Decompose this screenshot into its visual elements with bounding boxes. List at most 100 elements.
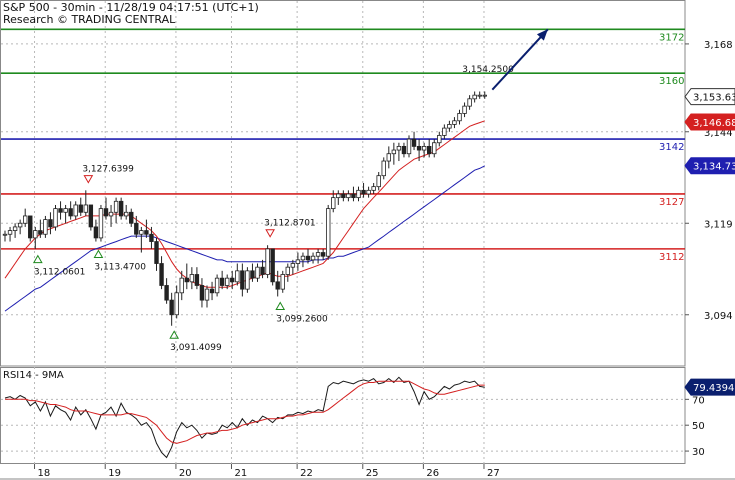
candle — [371, 183, 376, 194]
candle — [391, 142, 397, 165]
candle — [275, 270, 280, 297]
candle-body — [366, 189, 371, 195]
candle — [103, 197, 109, 220]
candle — [411, 131, 417, 151]
candle-body — [68, 208, 73, 217]
candle-body — [452, 120, 457, 125]
candle-body — [411, 138, 417, 147]
y-tick-label: 3,094 — [704, 311, 733, 322]
candle-body — [149, 233, 154, 242]
y-tick-label: 3,119 — [704, 219, 733, 230]
candle-body — [320, 252, 326, 257]
candle-body — [28, 215, 33, 239]
candle-body — [124, 211, 129, 217]
candle-body — [406, 138, 412, 155]
candle — [144, 219, 149, 238]
candle — [43, 215, 48, 238]
candle-body — [63, 208, 68, 213]
candle — [174, 285, 179, 319]
candle — [336, 190, 341, 205]
candle-body — [421, 145, 427, 151]
candle — [320, 248, 326, 260]
candle-body — [169, 299, 174, 316]
high-marker-label: 3,112.8701 — [264, 219, 316, 229]
candle-body — [93, 226, 99, 239]
candle — [437, 131, 442, 147]
rsi-series-ma — [5, 380, 485, 444]
candle — [139, 226, 144, 253]
candle — [250, 263, 255, 282]
candle — [341, 190, 346, 202]
candle-body — [204, 288, 210, 301]
candle — [179, 270, 184, 301]
candle-body — [255, 266, 260, 279]
low-marker-label: 3,091.4099 — [170, 343, 222, 353]
candle — [78, 197, 83, 216]
candle — [376, 172, 381, 191]
candle — [421, 142, 427, 158]
candle-body — [437, 135, 442, 144]
candle-body — [58, 208, 63, 213]
candle — [63, 204, 68, 224]
x-tick-label: 25 — [366, 468, 379, 479]
candle — [189, 267, 195, 290]
candle-body — [194, 274, 200, 286]
candle — [204, 285, 210, 308]
candle-body — [426, 145, 432, 155]
candle — [331, 190, 336, 213]
candle — [356, 186, 361, 202]
candle-body — [113, 200, 119, 213]
candle-body — [83, 204, 88, 213]
candle — [209, 281, 215, 301]
candle — [169, 292, 174, 326]
rsi-last-value-label: 79.4394 — [693, 383, 734, 394]
candle-body — [351, 193, 356, 199]
candle-body — [139, 230, 144, 235]
candle-body — [467, 98, 472, 107]
rsi-series-rsi — [4, 376, 485, 459]
candle — [12, 223, 18, 238]
candle-body — [98, 208, 104, 239]
candle — [381, 157, 386, 180]
candle — [68, 201, 73, 220]
candle-body — [189, 274, 195, 283]
candle — [73, 201, 78, 220]
target-label: 3,154.2500 — [462, 65, 514, 75]
candle-body — [73, 204, 78, 217]
x-tick-label: 22 — [300, 468, 313, 479]
candle-body — [7, 230, 13, 235]
candle-body — [179, 277, 184, 294]
candle — [325, 204, 331, 260]
low-marker-triangle — [169, 330, 180, 339]
candle — [426, 139, 432, 158]
candle-body — [159, 263, 164, 286]
candle — [396, 142, 402, 162]
candle-body — [457, 113, 462, 122]
candle-body — [275, 281, 280, 290]
candle — [285, 263, 290, 282]
candle — [265, 245, 270, 279]
price-tag-label-last: 3,153.63 — [693, 93, 735, 104]
high-marker-label: 3,127.6399 — [82, 165, 134, 175]
candle-body — [12, 226, 18, 231]
candle-body — [199, 285, 205, 301]
candle — [386, 146, 391, 169]
candle — [346, 190, 351, 202]
candle — [53, 204, 58, 231]
candle-body — [78, 204, 83, 213]
candle-body — [103, 208, 109, 217]
high-marker-triangle — [83, 175, 94, 184]
candle-body — [336, 193, 341, 199]
candle — [219, 270, 225, 290]
candle — [98, 204, 104, 242]
rsi-last-value-tag — [684, 378, 735, 396]
candle-body — [447, 124, 452, 129]
x-tick-label: 21 — [234, 468, 247, 479]
candle — [88, 204, 94, 231]
candle — [154, 237, 159, 271]
candle — [351, 186, 356, 202]
candle-body — [214, 277, 220, 294]
level-label-3127: 3127 — [659, 197, 684, 208]
candle — [472, 91, 477, 103]
